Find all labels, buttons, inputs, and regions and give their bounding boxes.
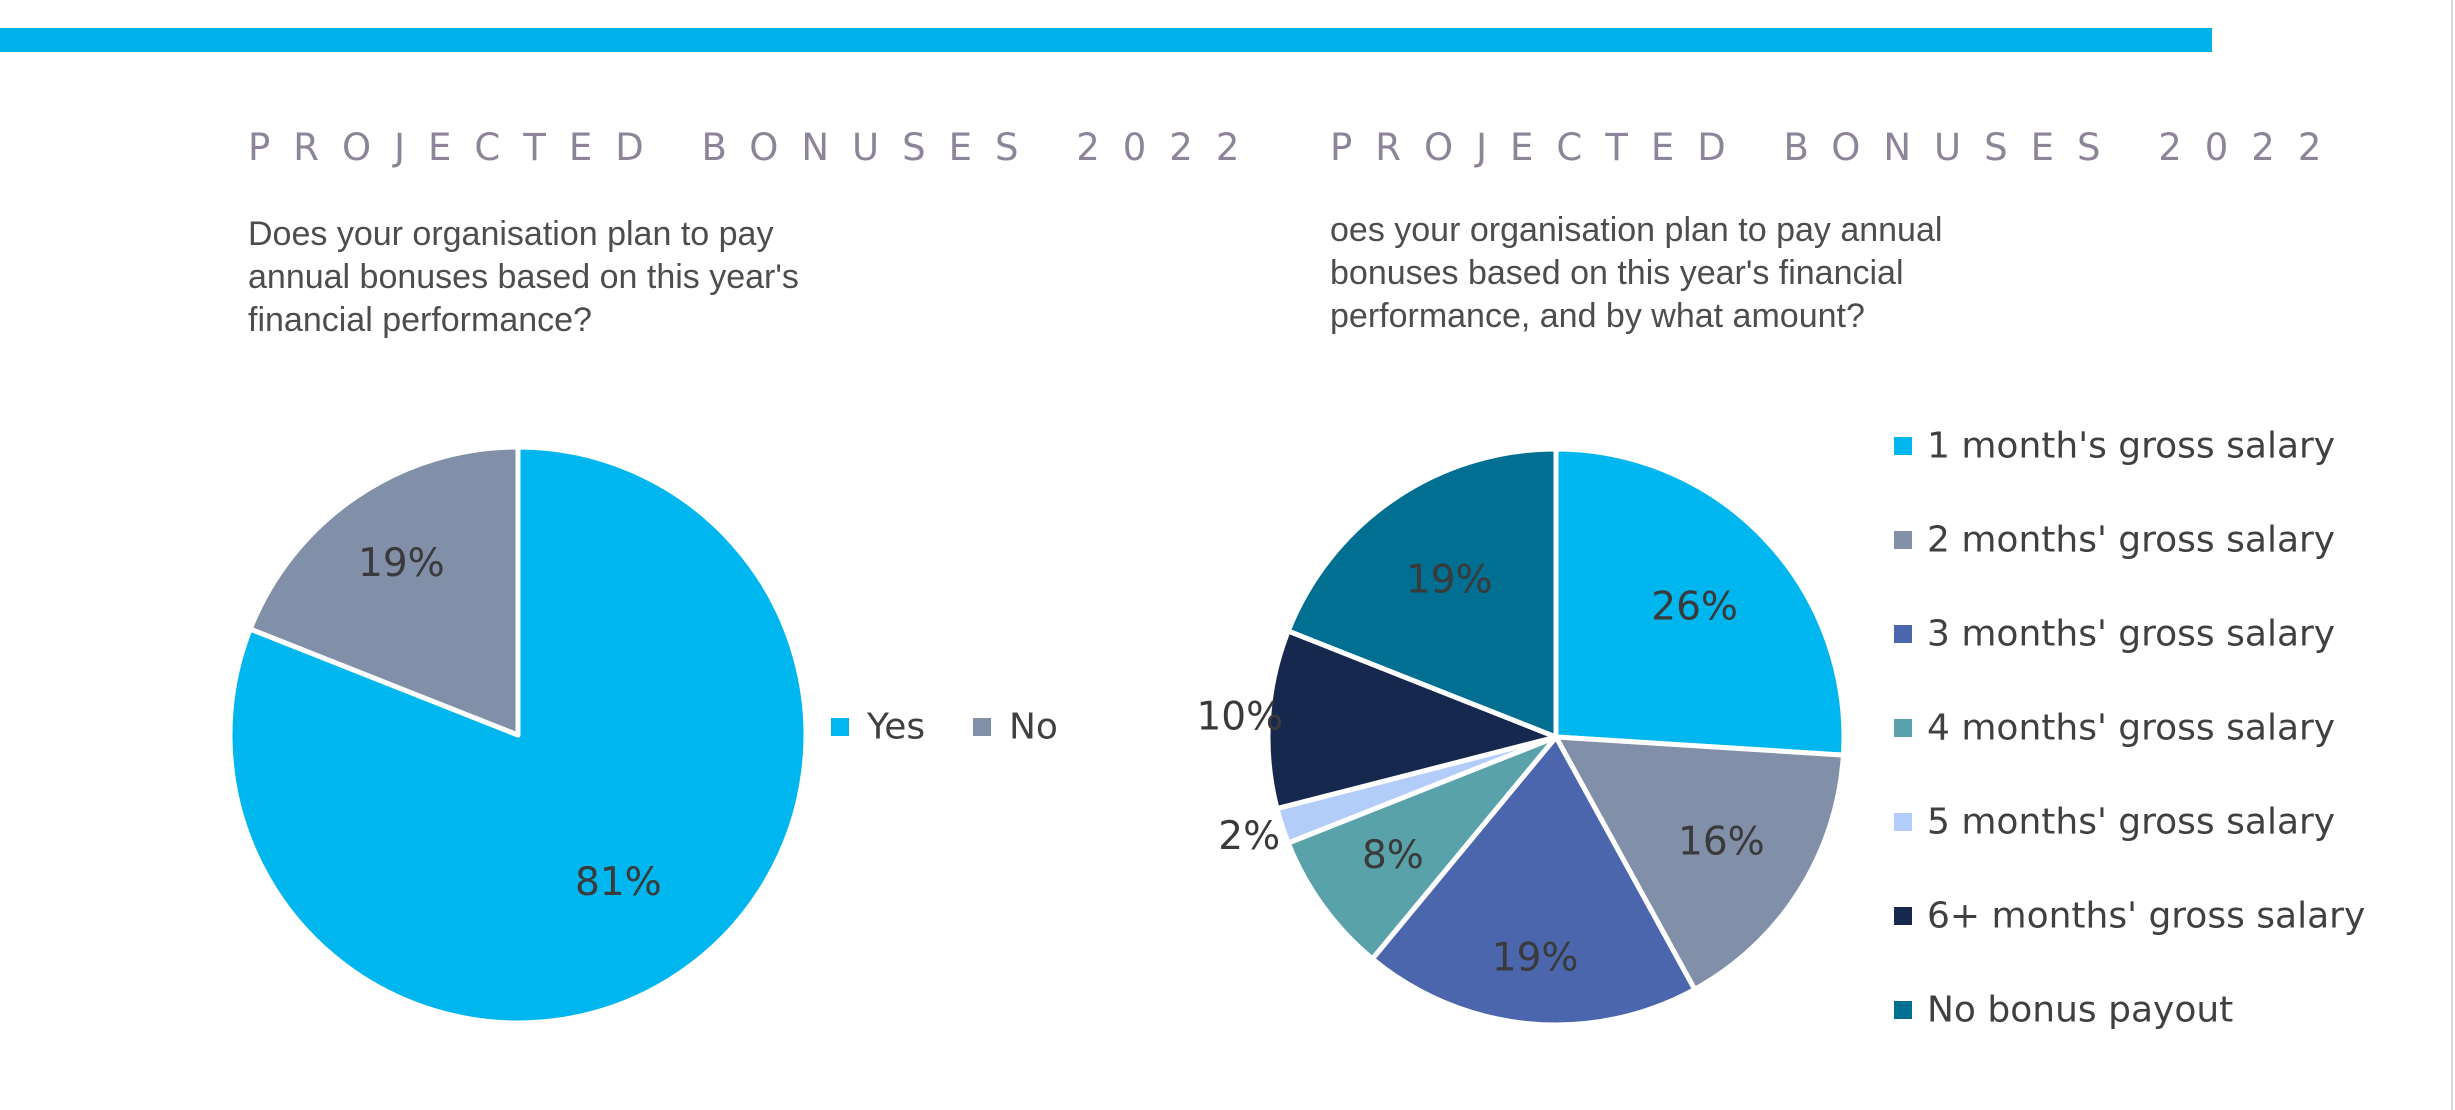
legend-swatch-1-month-s-gross-salary <box>1894 437 1912 455</box>
top-accent-bar <box>0 28 2212 52</box>
legend-swatch-yes <box>831 718 849 736</box>
legend-label-no: No <box>1009 707 1058 748</box>
data-label-6plus-months-gross-salary: 10% <box>1196 695 1283 740</box>
legend-label-4-months-gross-salary: 4 months' gross salary <box>1927 708 2335 749</box>
pie-slice-2-months-gross-salary <box>1553 734 1846 992</box>
legend-label-no-bonus-payout: No bonus payout <box>1927 990 2233 1031</box>
data-label-5-months-gross-salary: 2% <box>1218 814 1280 859</box>
legend-swatch-2-months-gross-salary <box>1894 531 1912 549</box>
data-label-4-months-gross-salary: 8% <box>1362 833 1424 878</box>
legend-label-5-months-gross-salary: 5 months' gross salary <box>1927 802 2335 843</box>
data-label-no: 19% <box>358 541 445 586</box>
pie-slice-1-month-s-gross-salary <box>1553 446 1847 758</box>
legend-label-3-months-gross-salary: 3 months' gross salary <box>1927 614 2335 655</box>
legend-label-2-months-gross-salary: 2 months' gross salary <box>1927 520 2335 561</box>
data-label-yes: 81% <box>575 860 662 905</box>
pie-slice-no <box>247 444 521 738</box>
data-label-1-month-s-gross-salary: 26% <box>1651 584 1738 629</box>
legend-label-yes: Yes <box>866 707 925 748</box>
legend-label-1-month-s-gross-salary: 1 month's gross salary <box>1927 426 2335 467</box>
legend-swatch-4-months-gross-salary <box>1894 719 1912 737</box>
legend-swatch-no-bonus-payout <box>1894 1001 1912 1019</box>
page-edge-divider <box>2451 0 2453 1110</box>
survey-question-right: oes your organisation plan to pay annual… <box>1330 211 1943 335</box>
pie-legend-bonus-plans: Yes No <box>831 707 1058 748</box>
pie-slice-4-months-gross-salary <box>1285 734 1559 962</box>
legend-label-6plus-months-gross-salary: 6+ months' gross salary <box>1927 896 2365 937</box>
panel-title-right: PROJECTED BONUSES 2022 <box>1330 126 2345 169</box>
pie-chart-bonus-amounts: 26% 16% 19% 8% 2% 10% 19% <box>1196 446 1847 1028</box>
pie-slice-yes <box>227 444 809 1026</box>
survey-question-left: Does your organisation plan to pay annua… <box>248 215 799 339</box>
panel-title-left: PROJECTED BONUSES 2022 <box>248 126 1263 169</box>
data-label-no-bonus-payout: 19% <box>1406 557 1493 602</box>
legend-swatch-3-months-gross-salary <box>1894 625 1912 643</box>
pie-slice-no-bonus-payout <box>1285 446 1559 740</box>
pie-chart-bonus-plans: 81% 19% <box>227 444 809 1026</box>
legend-swatch-no <box>973 718 991 736</box>
legend-swatch-6plus-months-gross-salary <box>1894 907 1912 925</box>
legend-swatch-5-months-gross-salary <box>1894 813 1912 831</box>
data-label-2-months-gross-salary: 16% <box>1678 819 1765 864</box>
pie-legend-bonus-amounts: 1 month's gross salary 2 months' gross sa… <box>1894 426 2365 1031</box>
data-label-3-months-gross-salary: 19% <box>1492 935 1579 980</box>
pie-slice-6plus-months-gross-salary <box>1265 628 1559 812</box>
pie-slice-3-months-gross-salary <box>1369 734 1698 1028</box>
